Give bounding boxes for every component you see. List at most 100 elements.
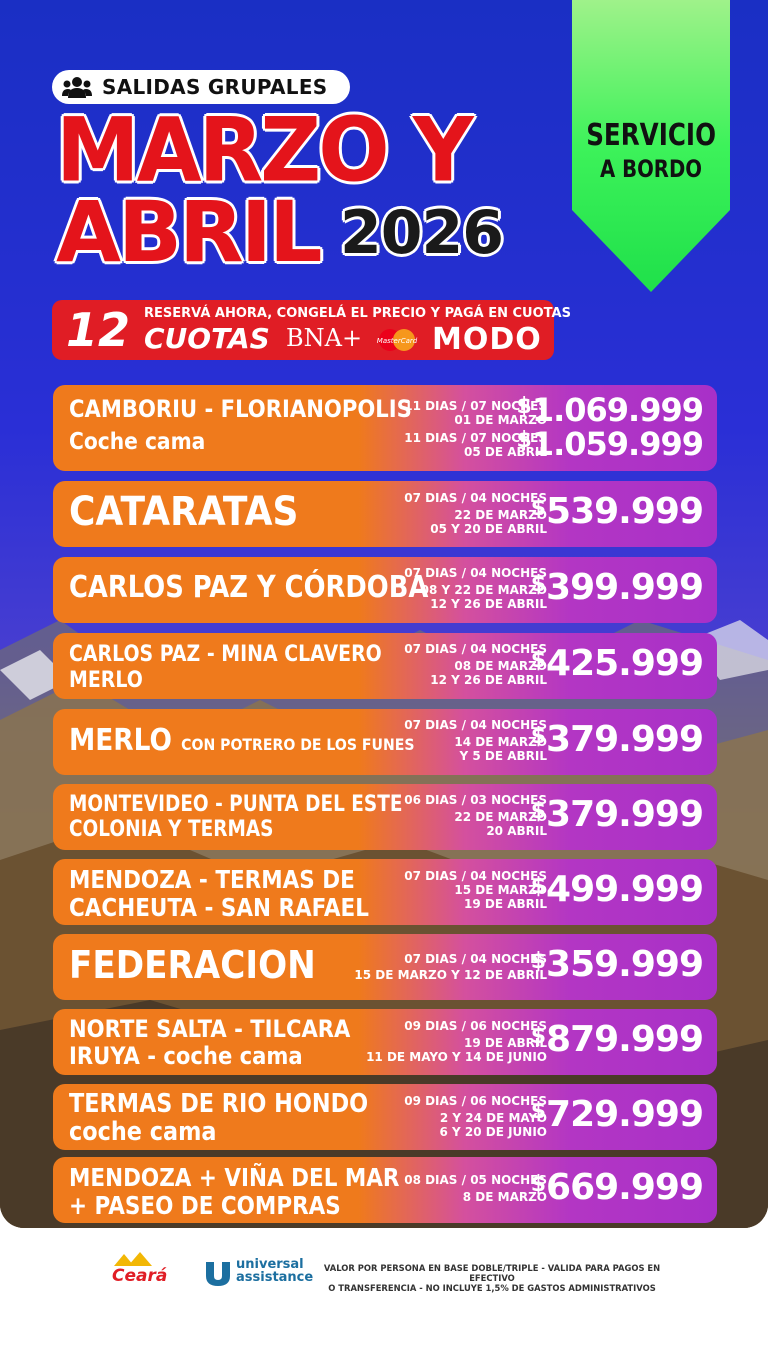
trip-date: 2 Y 24 DE MAYO <box>439 1111 547 1125</box>
trip-date: 11 DE MAYO Y 14 DE JUNIO <box>366 1050 547 1064</box>
trip-row-montevideo: MONTEVIDEO - PUNTA DEL ESTE COLONIA Y TE… <box>53 784 717 850</box>
cuotas-tagline: RESERVÁ AHORA, CONGELÁ EL PRECIO Y PAGÁ … <box>144 306 571 321</box>
trip-row-norte-salta: NORTE SALTA - TILCARA IRUYA - coche cama… <box>53 1009 717 1075</box>
trip-destination: MENDOZA - TERMAS DE <box>69 865 355 894</box>
trip-destination-note: CON POTRERO DE LOS FUNES <box>181 735 415 754</box>
cuotas-word: CUOTAS <box>144 322 270 355</box>
trip-date: 15 DE MARZO <box>454 883 547 897</box>
trip-destination-sub: coche cama <box>69 1117 217 1147</box>
cuotas-banner: 12 RESERVÁ AHORA, CONGELÁ EL PRECIO Y PA… <box>52 300 571 360</box>
trip-price: $669.999 <box>530 1167 704 1208</box>
trip-price: $379.999 <box>530 719 704 760</box>
trip-price: $1.059.999 <box>516 425 704 463</box>
trip-date: 22 DE MARZO <box>454 508 547 522</box>
trip-duration-text: 08 DIAS / 05 NOCHES <box>404 1173 547 1187</box>
ribbon-text: SERVICIO A BORDO <box>572 118 730 184</box>
legal-line2: O TRANSFERENCIA - NO INCLUYE 1,5% DE GAS… <box>328 1283 656 1293</box>
currency-symbol: $ <box>530 1172 546 1197</box>
trip-price: $399.999 <box>531 567 704 608</box>
trip-row-merlo: MERLO CON POTRERO DE LOS FUNES 07 DIAS /… <box>53 709 717 775</box>
badge-label: SALIDAS GRUPALES <box>102 75 328 99</box>
promo-poster: SERVICIO A BORDO SALIDAS GRUPALES MARZO … <box>0 0 768 1228</box>
trip-row-carlos-paz-cordoba: CARLOS PAZ Y CÓRDOBA 07 DIAS / 04 NOCHES… <box>53 557 717 623</box>
trip-price-value: 425.999 <box>546 643 704 684</box>
ua-line2: assistance <box>236 1270 314 1285</box>
trip-row-vina-del-mar: MENDOZA + VIÑA DEL MAR + PASEO DE COMPRA… <box>53 1157 717 1223</box>
universal-assistance-logo: universal assistance <box>236 1258 313 1284</box>
trip-date: 01 DE MARZO <box>454 413 547 427</box>
trip-duration-text: 07 DIAS / 04 NOCHES <box>404 566 547 580</box>
trip-destination-sub: MERLO <box>69 668 143 693</box>
trip-destination: CARLOS PAZ Y CÓRDOBA <box>69 570 429 605</box>
trip-price-value: 729.999 <box>546 1094 704 1135</box>
trip-duration-text: 09 DIAS / 06 NOCHES <box>404 1019 547 1033</box>
trip-duration: 06 DIAS / 03 NOCHES 22 DE MARZO 20 ABRIL <box>404 793 547 838</box>
trip-date: 08 Y 22 DE MARZO <box>420 583 547 597</box>
trip-price: $539.999 <box>531 491 704 532</box>
currency-symbol: $ <box>530 1024 546 1049</box>
trip-duration: 07 DIAS / 04 NOCHES 08 Y 22 DE MARZO 12 … <box>404 566 547 611</box>
trip-duration: 09 DIAS / 06 NOCHES 2 Y 24 DE MAYO 6 Y 2… <box>404 1094 547 1139</box>
trip-destination: MENDOZA + VIÑA DEL MAR <box>69 1163 400 1192</box>
trip-date: 19 DE ABRIL <box>464 897 547 911</box>
legal-disclaimer: VALOR POR PERSONA EN BASE DOBLE/TRIPLE -… <box>322 1263 662 1293</box>
currency-symbol: $ <box>530 799 546 824</box>
trip-date: 20 ABRIL <box>486 824 547 838</box>
trip-destination: NORTE SALTA - TILCARA <box>69 1015 351 1043</box>
currency-symbol: $ <box>516 394 532 419</box>
trip-date: 22 DE MARZO <box>454 810 547 824</box>
trip-destination-sub: Coche cama <box>69 429 206 455</box>
trip-row-rio-hondo: TERMAS DE RIO HONDO coche cama 09 DIAS /… <box>53 1084 717 1150</box>
trip-date: 12 Y 26 DE ABRIL <box>430 597 547 611</box>
trip-price: $359.999 <box>531 944 704 985</box>
ribbon-line1: SERVICIO <box>586 118 716 153</box>
trip-price-value: 669.999 <box>546 1167 704 1208</box>
trip-date: 15 DE MARZO Y 12 DE ABRIL <box>354 968 547 982</box>
trip-date: 05 Y 20 DE ABRIL <box>430 522 547 536</box>
trip-duration: 07 DIAS / 04 NOCHES 22 DE MARZO 05 Y 20 … <box>404 491 547 536</box>
ceara-logo-icon <box>114 1252 152 1266</box>
trip-duration: 09 DIAS / 06 NOCHES 19 DE ABRIL 11 DE MA… <box>366 1019 547 1064</box>
trip-row-cataratas: CATARATAS 07 DIAS / 04 NOCHES 22 DE MARZ… <box>53 481 717 547</box>
trip-price-value: 1.059.999 <box>531 425 704 463</box>
trip-duration-text: 07 DIAS / 04 NOCHES <box>404 869 547 883</box>
trip-destination-sub: CACHEUTA - SAN RAFAEL <box>69 893 369 922</box>
trip-row-federacion: FEDERACION 07 DIAS / 04 NOCHES 15 DE MAR… <box>53 934 717 1000</box>
currency-symbol: $ <box>516 428 532 453</box>
trip-duration-text: 07 DIAS / 04 NOCHES <box>404 491 547 505</box>
title-abril: ABRIL <box>56 183 322 281</box>
trip-date: 12 Y 26 DE ABRIL <box>430 673 547 687</box>
currency-symbol: $ <box>530 1099 546 1124</box>
mastercard-logo-icon: MasterCard <box>377 329 418 351</box>
currency-symbol: $ <box>530 724 546 749</box>
trip-duration-text: 06 DIAS / 03 NOCHES <box>404 793 547 807</box>
trip-destination-main: MERLO <box>69 723 172 758</box>
currency-symbol: $ <box>530 648 546 673</box>
trip-price-value: 499.999 <box>546 869 704 910</box>
trip-price-value: 539.999 <box>546 491 704 532</box>
trip-date: Y 5 DE ABRIL <box>459 749 547 763</box>
trip-price: $379.999 <box>530 794 704 835</box>
trip-destination: MERLO CON POTRERO DE LOS FUNES <box>69 723 414 758</box>
modo-logo: MODO <box>432 322 542 357</box>
trip-row-mendoza-cacheuta: MENDOZA - TERMAS DE CACHEUTA - SAN RAFAE… <box>53 859 717 925</box>
trip-duration: 08 DIAS / 05 NOCHES 8 DE MARZO <box>404 1173 547 1204</box>
trip-price: $879.999 <box>530 1019 704 1060</box>
servicio-a-bordo-ribbon <box>572 0 730 292</box>
trip-destination: CATARATAS <box>69 489 299 535</box>
ceara-logo: Ceará <box>112 1266 168 1286</box>
title-marzo-y: MARZO Y <box>56 98 474 202</box>
salidas-grupales-badge: SALIDAS GRUPALES <box>52 70 350 104</box>
title-year: 2026 <box>340 198 504 268</box>
trip-duration-text: 11 DIAS / 07 NOCHES <box>404 431 547 445</box>
trip-date: 19 DE ABRIL <box>464 1036 547 1050</box>
trip-price: $499.999 <box>531 869 704 910</box>
trip-destination-sub: COLONIA Y TERMAS <box>69 817 274 842</box>
trip-row-mina-clavero: CARLOS PAZ - MINA CLAVERO MERLO 07 DIAS … <box>53 633 717 699</box>
trip-destination: TERMAS DE RIO HONDO <box>69 1089 369 1119</box>
trip-duration-text: 09 DIAS / 06 NOCHES <box>404 1094 547 1108</box>
trip-duration: 07 DIAS / 04 NOCHES 15 DE MARZO 19 DE AB… <box>404 869 547 911</box>
legal-line1: VALOR POR PERSONA EN BASE DOBLE/TRIPLE -… <box>323 1263 661 1283</box>
trip-destination: CARLOS PAZ - MINA CLAVERO <box>69 642 382 667</box>
trip-price-value: 379.999 <box>546 719 704 760</box>
